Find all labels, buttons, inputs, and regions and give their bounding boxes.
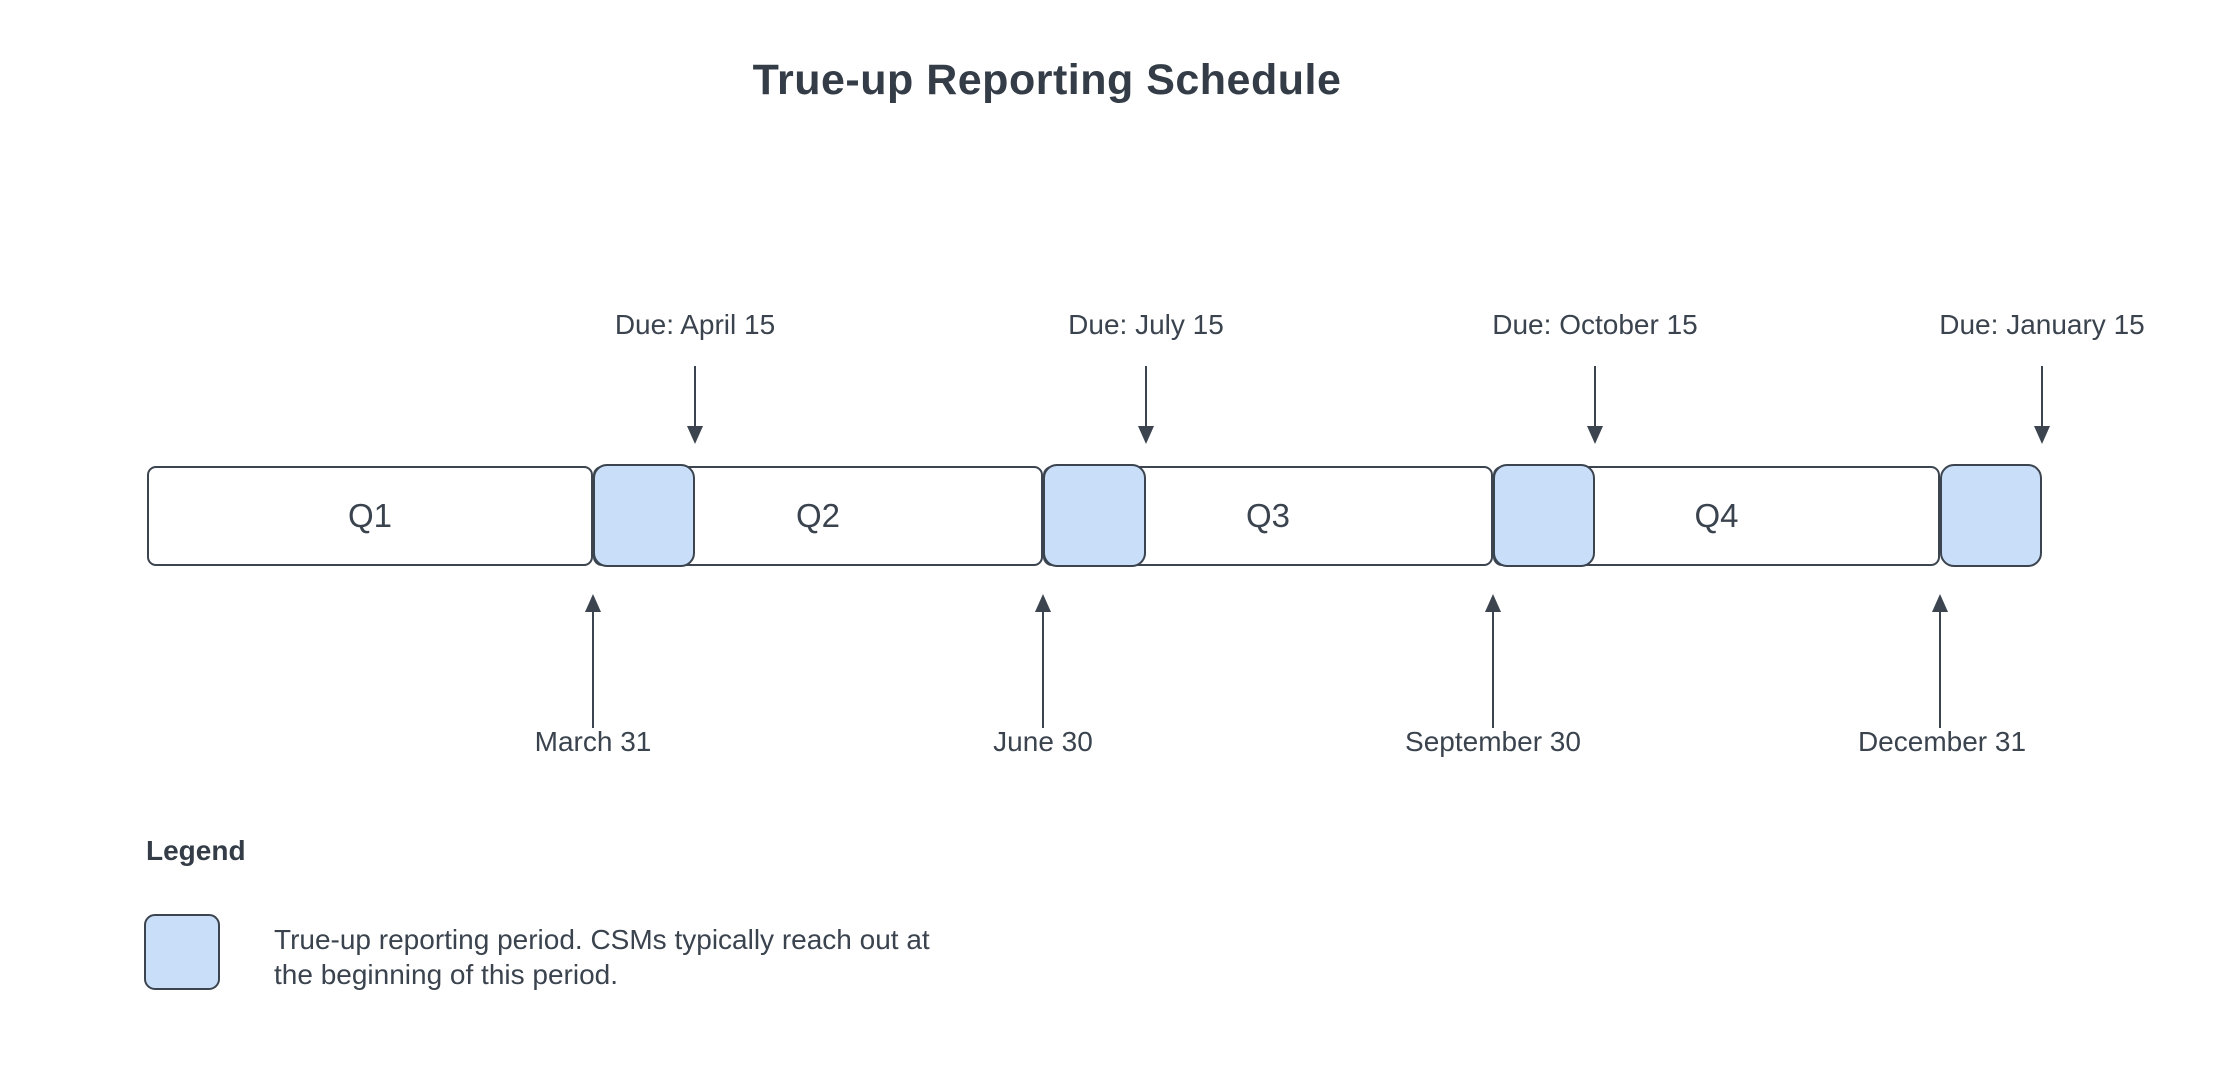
- quarter-box-q1: Q1: [147, 466, 593, 566]
- arrow-line: [1594, 366, 1596, 428]
- due-label-july: Due: July 15: [1068, 309, 1224, 340]
- quarter-end-date-label-3: September 30: [1405, 726, 1581, 757]
- legend-heading: Legend: [146, 835, 246, 866]
- arrow-head-down-icon: [687, 426, 703, 444]
- due-arrow-down-2: [1138, 366, 1154, 444]
- due-label-april: Due: April 15: [614, 309, 776, 340]
- legend-text-line-2: the beginning of this period.: [274, 959, 619, 990]
- quarter-end-date-label-4: December 31: [1857, 726, 2027, 757]
- due-arrow-down-4: [2034, 366, 2050, 444]
- trueup-period-box-2: [1043, 464, 1146, 567]
- trueup-period-box-1: [593, 464, 695, 567]
- arrow-line: [1492, 610, 1494, 728]
- quarter-label-q1: Q1: [347, 497, 393, 534]
- arrow-head-up-icon: [1485, 594, 1501, 612]
- arrow-line: [1145, 366, 1147, 428]
- arrow-head-up-icon: [585, 594, 601, 612]
- arrow-head-up-icon: [1035, 594, 1051, 612]
- due-label-january: Due: January 15: [1939, 309, 2145, 340]
- quarter-label-q2: Q2: [795, 497, 841, 534]
- diagram-title: True-up Reporting Schedule: [752, 56, 1342, 104]
- due-arrow-down-3: [1587, 366, 1603, 444]
- arrow-line: [1042, 610, 1044, 728]
- arrow-head-down-icon: [1138, 426, 1154, 444]
- quarter-end-arrow-up-3: [1485, 594, 1501, 728]
- quarter-end-arrow-up-4: [1932, 594, 1948, 728]
- quarter-label-q3: Q3: [1245, 497, 1291, 534]
- due-label-october: Due: October 15: [1492, 309, 1698, 340]
- trueup-period-box-4: [1940, 464, 2042, 567]
- arrow-head-down-icon: [2034, 426, 2050, 444]
- arrow-line: [694, 366, 696, 428]
- legend-text: True-up reporting period. CSMs typically…: [274, 922, 930, 992]
- trueup-period-box-3: [1493, 464, 1595, 567]
- legend-swatch-trueup-period: [144, 914, 220, 990]
- quarter-end-date-label-2: June 30: [993, 726, 1093, 757]
- due-arrow-down-1: [687, 366, 703, 444]
- arrow-head-down-icon: [1587, 426, 1603, 444]
- arrow-line: [2041, 366, 2043, 428]
- quarter-end-arrow-up-1: [585, 594, 601, 728]
- arrow-line: [1939, 610, 1941, 728]
- arrow-line: [592, 610, 594, 728]
- quarter-end-arrow-up-2: [1035, 594, 1051, 728]
- quarter-end-date-label-1: March 31: [534, 726, 652, 757]
- legend-text-line-1: True-up reporting period. CSMs typically…: [274, 924, 930, 955]
- quarter-label-q4: Q4: [1694, 497, 1739, 534]
- arrow-head-up-icon: [1932, 594, 1948, 612]
